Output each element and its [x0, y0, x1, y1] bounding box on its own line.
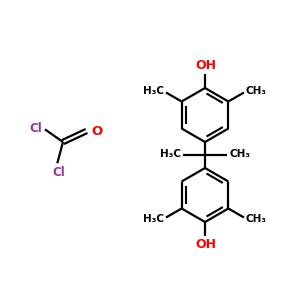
Text: CH₃: CH₃	[229, 149, 250, 159]
Text: O: O	[92, 124, 103, 137]
Text: H₃C: H₃C	[160, 149, 181, 159]
Text: H₃C: H₃C	[143, 214, 164, 224]
Text: Cl: Cl	[29, 122, 42, 135]
Text: CH₃: CH₃	[246, 86, 267, 97]
Text: OH: OH	[196, 238, 217, 251]
Text: CH₃: CH₃	[246, 214, 267, 224]
Text: OH: OH	[196, 59, 217, 72]
Text: Cl: Cl	[52, 166, 65, 179]
Text: H₃C: H₃C	[143, 86, 164, 97]
